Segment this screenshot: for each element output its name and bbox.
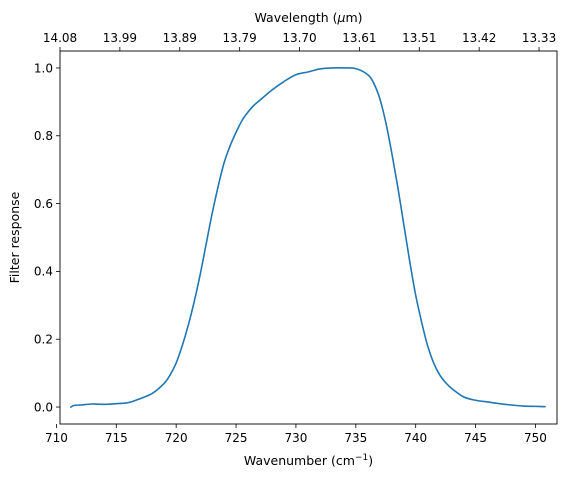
- top-tick-label: 13.42: [462, 31, 496, 45]
- plot-area: [60, 51, 557, 424]
- top-axis-label-mu: μ: [337, 10, 346, 25]
- x-tick-label: 730: [284, 431, 307, 445]
- ticks-layer: 710 715 720 725 730 735 740 745 750 14.08 13.99 13.…: [34, 31, 556, 445]
- x-axis-label-exponent: −1: [355, 453, 368, 463]
- x-tick-label: 740: [404, 431, 427, 445]
- top-axis-label: Wavelength (μm): [254, 10, 362, 25]
- y-tick-label: 0.2: [34, 333, 53, 347]
- x-tick-label: 715: [105, 431, 128, 445]
- y-tick-label: 0.0: [34, 400, 53, 414]
- plot-frame: [59, 50, 558, 425]
- top-tick-label: 13.70: [282, 31, 316, 45]
- x-tick-label: 745: [464, 431, 487, 445]
- top-tick-label: 13.61: [342, 31, 376, 45]
- x-tick-label: 710: [45, 431, 68, 445]
- filter-response-line: [69, 67, 546, 408]
- top-tick-label: 13.79: [222, 31, 256, 45]
- y-tick-label: 0.8: [34, 129, 53, 143]
- x-tick-label: 720: [165, 431, 188, 445]
- y-tick-label: 0.6: [34, 197, 53, 211]
- top-tick-label: 13.89: [163, 31, 197, 45]
- top-tick-label: 13.99: [103, 31, 137, 45]
- top-tick-label: 13.33: [522, 31, 556, 45]
- top-tick-label: 14.08: [43, 31, 77, 45]
- y-axis-label: Filter response: [7, 191, 22, 283]
- y-tick-label: 1.0: [34, 61, 53, 75]
- top-tick-label: 13.51: [402, 31, 436, 45]
- x-tick-label: 735: [344, 431, 367, 445]
- x-axis-label-close: ): [368, 453, 373, 468]
- top-axis-label-post: m): [345, 10, 362, 25]
- x-tick-label: 750: [524, 431, 547, 445]
- x-tick-label: 725: [225, 431, 248, 445]
- x-axis-label-main: Wavenumber (cm: [244, 453, 355, 468]
- y-tick-label: 0.4: [34, 265, 53, 279]
- x-axis-label: Wavenumber (cm−1): [244, 453, 373, 468]
- top-axis-label-pre: Wavelength (: [254, 10, 337, 25]
